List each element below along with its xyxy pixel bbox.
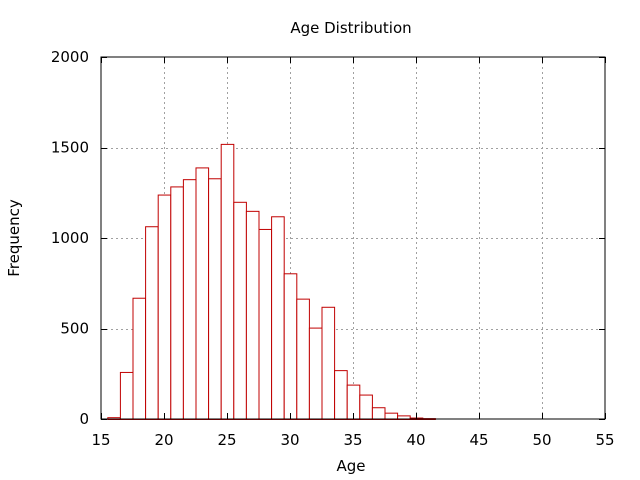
histogram-bar [220, 143, 235, 420]
x-tick-label: 35 [343, 431, 362, 449]
y-tick-label: 1000 [51, 229, 89, 247]
axis-ticks: 15 20 25 30 35 40 45 50 55 0 500 1000 1500 2000 [51, 48, 615, 449]
x-tick-label: 25 [217, 431, 236, 449]
histogram-bar [145, 226, 159, 420]
y-tick-label: 2000 [51, 48, 89, 66]
y-tick-label: 1500 [51, 139, 89, 157]
histogram-bar [170, 186, 184, 420]
histogram-bar [296, 298, 310, 421]
histogram-bar [245, 210, 260, 420]
y-axis-label: Frequency [5, 199, 23, 277]
histogram-bar [359, 394, 373, 421]
histogram-bar [258, 228, 273, 420]
histogram-bar [283, 273, 298, 421]
histogram-bar [119, 371, 134, 421]
histogram-bar [157, 194, 172, 420]
x-tick-label: 40 [406, 431, 425, 449]
histogram-bar [195, 167, 210, 420]
histogram-bar [182, 179, 197, 420]
histogram-bar [233, 201, 247, 420]
x-tick-label: 50 [532, 431, 551, 449]
y-tick-label: 0 [79, 410, 89, 428]
histogram-bar [132, 297, 147, 421]
x-axis-label: Age [336, 457, 365, 475]
x-tick-label: 20 [154, 431, 173, 449]
histogram-bar [334, 370, 348, 421]
histogram-bar [371, 407, 386, 420]
histogram-bar [208, 178, 222, 420]
histogram-bars [107, 143, 436, 421]
histogram-bar [321, 306, 336, 420]
x-tick-label: 15 [91, 431, 110, 449]
x-tick-label: 45 [469, 431, 488, 449]
histogram-bar [271, 216, 285, 420]
x-tick-label: 55 [595, 431, 614, 449]
y-tick-label: 500 [60, 320, 89, 338]
chart-title: Age Distribution [290, 19, 411, 37]
histogram-bar [308, 327, 323, 420]
x-tick-label: 30 [280, 431, 299, 449]
grid-lines [101, 57, 605, 419]
